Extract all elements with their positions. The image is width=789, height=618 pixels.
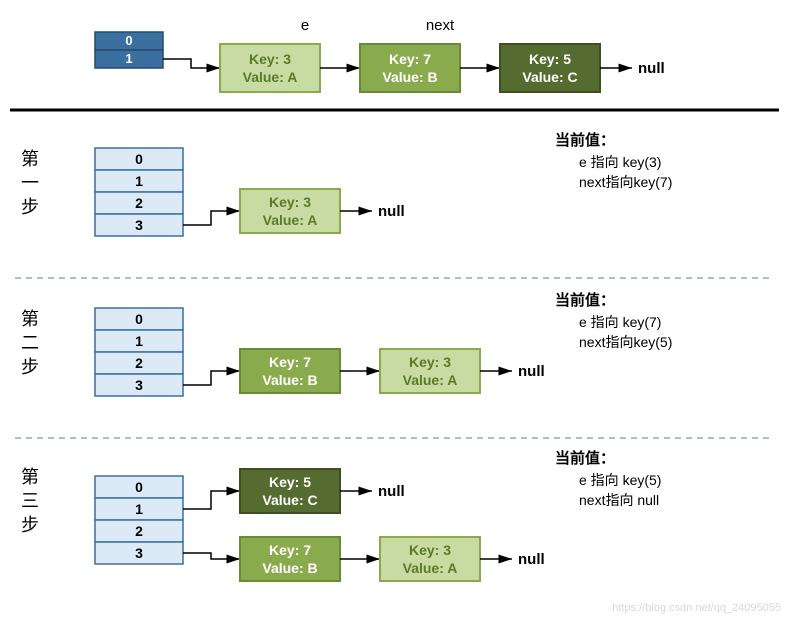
node-value-line: Value: A [403,372,458,388]
array-index-label: 0 [135,311,143,327]
node-key-line: Key: 7 [389,51,431,67]
array-index-label: 1 [135,501,143,517]
watermark-text: https://blog.csdn.net/qq_24095055 [612,602,781,614]
array-index-label: 3 [135,217,143,233]
step-title-char: 二 [21,333,39,353]
step-info-title: 当前值： [555,131,615,149]
step-info-title: 当前值： [555,449,615,467]
array-index-label: 2 [135,523,143,539]
node-value-line: Value: C [262,492,317,508]
pointer-label-e: e [301,17,309,34]
step-title-char: 步 [21,515,39,535]
node-key-line: Key: 7 [269,354,311,370]
step-info-line: e 指向 key(5) [579,472,661,488]
step-info-line: next指向key(7) [579,174,672,190]
node-value-line: Value: B [262,372,317,388]
array-index-label: 3 [135,377,143,393]
null-label: null [638,60,665,77]
node-key-line: Key: 3 [269,194,311,210]
node-key-line: Key: 5 [269,474,311,490]
node-key-line: Key: 3 [409,354,451,370]
array-index-label: 0 [125,33,132,48]
step-info-title: 当前值： [555,291,615,309]
step-info-line: e 指向 key(7) [579,314,661,330]
node-value-line: Value: B [382,69,437,85]
step-title-char: 一 [21,173,39,193]
step-title-char: 三 [21,491,39,511]
node-key-line: Key: 7 [269,542,311,558]
pointer-elbow-arrow [183,553,240,559]
node-value-line: Value: C [522,69,577,85]
array-index-label: 1 [135,333,143,349]
array-index-label: 0 [135,479,143,495]
null-label: null [518,551,545,568]
step-info-line: e 指向 key(3) [579,154,661,170]
null-label: null [378,483,405,500]
step-title-char: 步 [21,197,39,217]
step-title-char: 第 [21,309,39,329]
array-index-label: 2 [135,195,143,211]
node-key-line: Key: 3 [409,542,451,558]
node-value-line: Value: A [243,69,298,85]
node-value-line: Value: B [262,560,317,576]
node-key-line: Key: 5 [529,51,571,67]
step-title-char: 步 [21,357,39,377]
step-title-char: 第 [21,149,39,169]
null-label: null [518,363,545,380]
array-index-label: 0 [135,151,143,167]
pointer-elbow-arrow [183,211,240,225]
pointer-label-next: next [426,17,455,34]
array-index-label: 3 [135,545,143,561]
node-key-line: Key: 3 [249,51,291,67]
pointer-elbow-arrow [183,491,240,509]
pointer-elbow-arrow [163,59,220,68]
step-title-char: 第 [21,467,39,487]
node-value-line: Value: A [403,560,458,576]
step-info-line: next指向 null [579,492,659,508]
array-index-label: 2 [135,355,143,371]
array-index-label: 1 [125,51,132,66]
step-info-line: next指向key(5) [579,334,672,350]
array-index-label: 1 [135,173,143,189]
node-value-line: Value: A [263,212,318,228]
pointer-elbow-arrow [183,371,240,385]
null-label: null [378,203,405,220]
hashmap-rehash-diagram: 0 1 e next Key: 3 Value: A Key: 7 Value: B Key: … [0,0,789,618]
